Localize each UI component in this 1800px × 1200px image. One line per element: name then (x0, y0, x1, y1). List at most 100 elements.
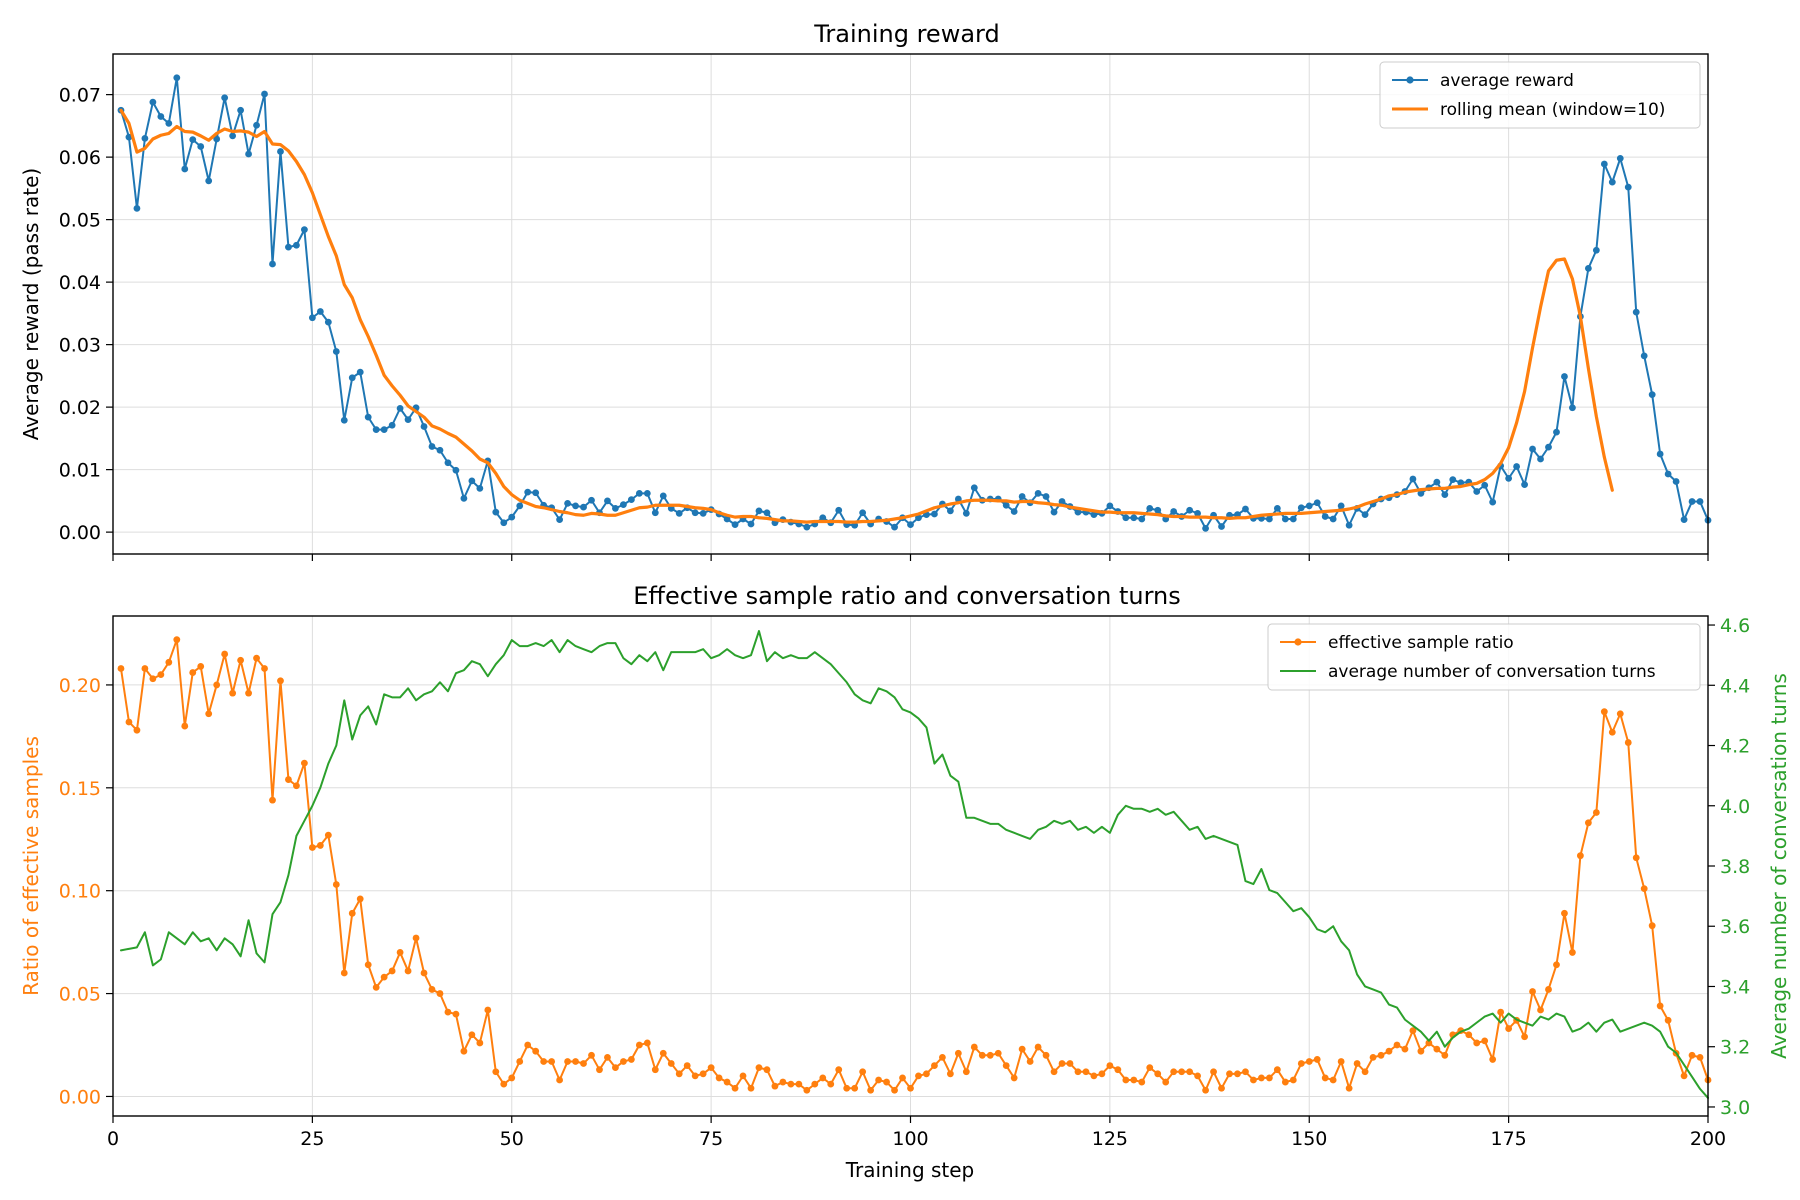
data-point-average-reward (1592, 246, 1600, 254)
data-point-average-reward (189, 136, 197, 144)
data-point-effective-sample-ratio (1441, 1051, 1449, 1059)
data-point-average-reward (1648, 391, 1656, 399)
data-point-effective-sample-ratio (1234, 1070, 1241, 1078)
data-point-average-reward (819, 514, 827, 522)
data-point-effective-sample-ratio (1632, 854, 1640, 862)
effective-x-tick-label: 25 (300, 1128, 324, 1150)
data-point-average-reward (1146, 504, 1154, 512)
effective-sample-chart-legend: effective sample ratio average number of… (1267, 623, 1701, 691)
data-point-effective-sample-ratio (1146, 1064, 1154, 1072)
series-line-rolling-mean-window-10 (119, 108, 1614, 524)
data-point-effective-sample-ratio (269, 796, 276, 804)
data-point-average-reward (962, 509, 970, 517)
data-point-effective-sample-ratio (364, 961, 372, 969)
data-point-average-reward (205, 177, 213, 185)
data-point-effective-sample-ratio (1010, 1074, 1018, 1082)
data-point-effective-sample-ratio (173, 636, 181, 644)
data-point-effective-sample-ratio (604, 1053, 611, 1061)
data-point-effective-sample-ratio (372, 984, 380, 991)
data-point-average-reward (157, 113, 165, 120)
data-point-average-reward (213, 135, 221, 143)
data-point-effective-sample-ratio (946, 1070, 954, 1078)
data-point-effective-sample-ratio (213, 681, 221, 689)
data-point-effective-sample-ratio (715, 1074, 723, 1082)
data-point-average-reward (891, 523, 898, 531)
data-point-average-reward (420, 423, 428, 430)
reward-y-tick-label: 0.02 (59, 397, 101, 419)
data-point-effective-sample-ratio (412, 934, 420, 942)
effective-y-tick-label: 0.00 (59, 1086, 101, 1108)
data-point-effective-sample-ratio (1537, 1006, 1544, 1014)
data-point-average-reward (229, 132, 237, 140)
data-point-average-reward (1074, 508, 1082, 516)
data-point-average-reward (173, 74, 181, 82)
data-point-average-reward (396, 404, 404, 412)
data-point-effective-sample-ratio (1425, 1039, 1433, 1047)
series-average-number-of-conversation-turns (119, 630, 1709, 1099)
data-point-effective-sample-ratio (1098, 1070, 1106, 1078)
data-point-effective-sample-ratio (1130, 1076, 1138, 1084)
data-point-effective-sample-ratio (1545, 986, 1552, 993)
data-point-average-reward (332, 348, 340, 355)
data-point-average-reward (261, 90, 268, 98)
data-point-effective-sample-ratio (931, 1062, 938, 1069)
data-point-effective-sample-ratio (237, 656, 245, 664)
data-point-average-reward (763, 509, 771, 517)
data-point-effective-sample-ratio (699, 1070, 707, 1078)
effective-sample-chart-title: Effective sample ratio and conversation … (633, 582, 1181, 610)
data-point-effective-sample-ratio (627, 1056, 635, 1063)
reward-chart-y-ticks: 0.00 0.01 0.02 0.03 0.04 0.05 0.06 0.07 (59, 85, 113, 544)
data-point-average-reward (931, 510, 938, 518)
data-point-average-reward (1297, 504, 1305, 512)
data-point-effective-sample-ratio (165, 658, 173, 666)
data-point-average-reward (588, 496, 595, 504)
data-point-effective-sample-ratio (1433, 1045, 1441, 1053)
data-point-effective-sample-ratio (962, 1068, 970, 1076)
data-point-effective-sample-ratio (197, 663, 205, 670)
data-point-average-reward (1449, 476, 1457, 484)
data-point-effective-sample-ratio (1170, 1068, 1178, 1076)
data-point-effective-sample-ratio (1058, 1060, 1066, 1067)
reward-chart: Training reward 0.00 0.01 0.02 0.03 0.04 0.05… (19, 20, 1712, 561)
data-point-effective-sample-ratio (620, 1058, 627, 1065)
data-point-average-reward (380, 426, 388, 434)
data-point-average-reward (269, 260, 276, 268)
data-point-effective-sample-ratio (348, 909, 356, 917)
data-point-effective-sample-ratio (404, 967, 412, 975)
data-point-average-reward (1058, 498, 1066, 505)
effective-x-tick-label: 75 (699, 1128, 723, 1150)
data-point-average-reward (1345, 521, 1353, 529)
data-point-average-reward (659, 492, 667, 500)
data-point-average-reward (915, 514, 922, 522)
data-point-average-reward (1672, 478, 1680, 485)
effective-x-tick-label: 50 (500, 1128, 524, 1150)
effective-sample-chart-left-y-ticks: 0.00 0.05 0.10 0.15 0.20 (59, 675, 113, 1108)
data-point-effective-sample-ratio (1696, 1053, 1704, 1061)
data-point-average-reward (1409, 475, 1417, 483)
data-point-average-reward (1106, 502, 1114, 510)
data-point-effective-sample-ratio (1082, 1068, 1090, 1076)
effective-sample-chart: Effective sample ratio and conversation … (19, 582, 1791, 1182)
data-point-effective-sample-ratio (1242, 1068, 1249, 1076)
reward-chart-x-ticks (112, 554, 1709, 561)
data-point-average-reward (285, 243, 292, 251)
data-point-effective-sample-ratio (667, 1060, 675, 1067)
data-point-effective-sample-ratio (612, 1064, 619, 1072)
data-point-average-reward (803, 523, 811, 531)
data-point-average-reward (1441, 491, 1449, 499)
data-point-effective-sample-ratio (189, 669, 197, 676)
data-point-effective-sample-ratio (1473, 1039, 1481, 1047)
data-point-effective-sample-ratio (1497, 1008, 1505, 1016)
reward-chart-legend: average reward rolling mean (window=10) (1379, 61, 1701, 129)
data-point-effective-sample-ratio (1202, 1086, 1209, 1094)
effective-right-y-tick-label: 4.2 (1720, 736, 1750, 758)
data-point-average-reward (1273, 504, 1281, 512)
data-point-average-reward (1632, 308, 1640, 316)
data-point-average-reward (1553, 428, 1560, 436)
data-point-average-reward (1186, 506, 1194, 514)
data-point-average-reward (141, 134, 149, 142)
data-point-effective-sample-ratio (564, 1058, 571, 1065)
data-point-effective-sample-ratio (141, 665, 149, 672)
data-point-effective-sample-ratio (1577, 852, 1584, 860)
reward-y-tick-label: 0.00 (59, 522, 101, 544)
